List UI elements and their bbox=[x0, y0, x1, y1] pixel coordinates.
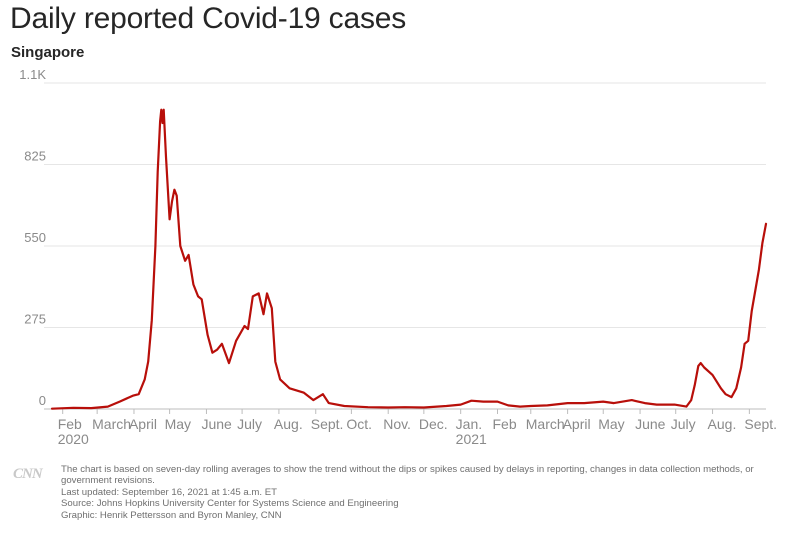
x-tick-year-label: 2021 bbox=[456, 431, 487, 447]
x-tick-year-label: 2020 bbox=[58, 431, 89, 447]
chart-subtitle: Singapore bbox=[11, 44, 85, 61]
x-tick-label: March bbox=[92, 416, 131, 432]
y-tick-label: 0 bbox=[39, 393, 46, 408]
x-tick-label: May bbox=[165, 416, 191, 432]
x-tick-label: Nov. bbox=[383, 416, 411, 432]
x-tick-label: May bbox=[598, 416, 624, 432]
series-layer bbox=[50, 108, 768, 410]
x-tick-label: Sept. bbox=[311, 416, 344, 432]
x-tick-label: June bbox=[635, 416, 666, 432]
x-tick-label: Dec. bbox=[419, 416, 448, 432]
x-tick-label: Jan. bbox=[456, 416, 482, 432]
gridlines bbox=[44, 82, 766, 410]
x-tick-label: Feb bbox=[58, 416, 82, 432]
cnn-logo: CNN bbox=[13, 466, 43, 482]
x-tick-label: April bbox=[563, 416, 591, 432]
x-tick-label: July bbox=[237, 416, 262, 432]
footer-graphic: Graphic: Henrik Pettersson and Byron Man… bbox=[61, 509, 282, 521]
y-tick-label: 1.1K bbox=[19, 67, 46, 82]
x-tick-label: Sept. bbox=[744, 416, 777, 432]
x-tick-label: Aug. bbox=[274, 416, 303, 432]
y-axis-ticks: 0 275 550 825 1.1K bbox=[19, 67, 46, 408]
chart-footer: The chart is based on seven-day rolling … bbox=[61, 464, 781, 521]
series-line bbox=[50, 108, 768, 410]
x-tick-label: Oct. bbox=[346, 416, 372, 432]
footer-source: Source: Johns Hopkins University Center … bbox=[61, 498, 399, 510]
x-tick-label: June bbox=[201, 416, 232, 432]
footer-updated: Last updated: September 16, 2021 at 1:45… bbox=[61, 486, 277, 498]
footer-note: The chart is based on seven-day rolling … bbox=[61, 464, 754, 487]
x-tick-label: April bbox=[129, 416, 157, 432]
y-tick-label: 825 bbox=[24, 149, 46, 164]
chart-title: Daily reported Covid-19 cases bbox=[10, 2, 407, 35]
x-tick-label: Feb bbox=[493, 416, 517, 432]
x-tick-label: March bbox=[526, 416, 565, 432]
x-tick-label: July bbox=[671, 416, 696, 432]
y-tick-label: 275 bbox=[24, 312, 46, 327]
x-tick-label: Aug. bbox=[708, 416, 737, 432]
y-tick-label: 550 bbox=[24, 230, 46, 245]
